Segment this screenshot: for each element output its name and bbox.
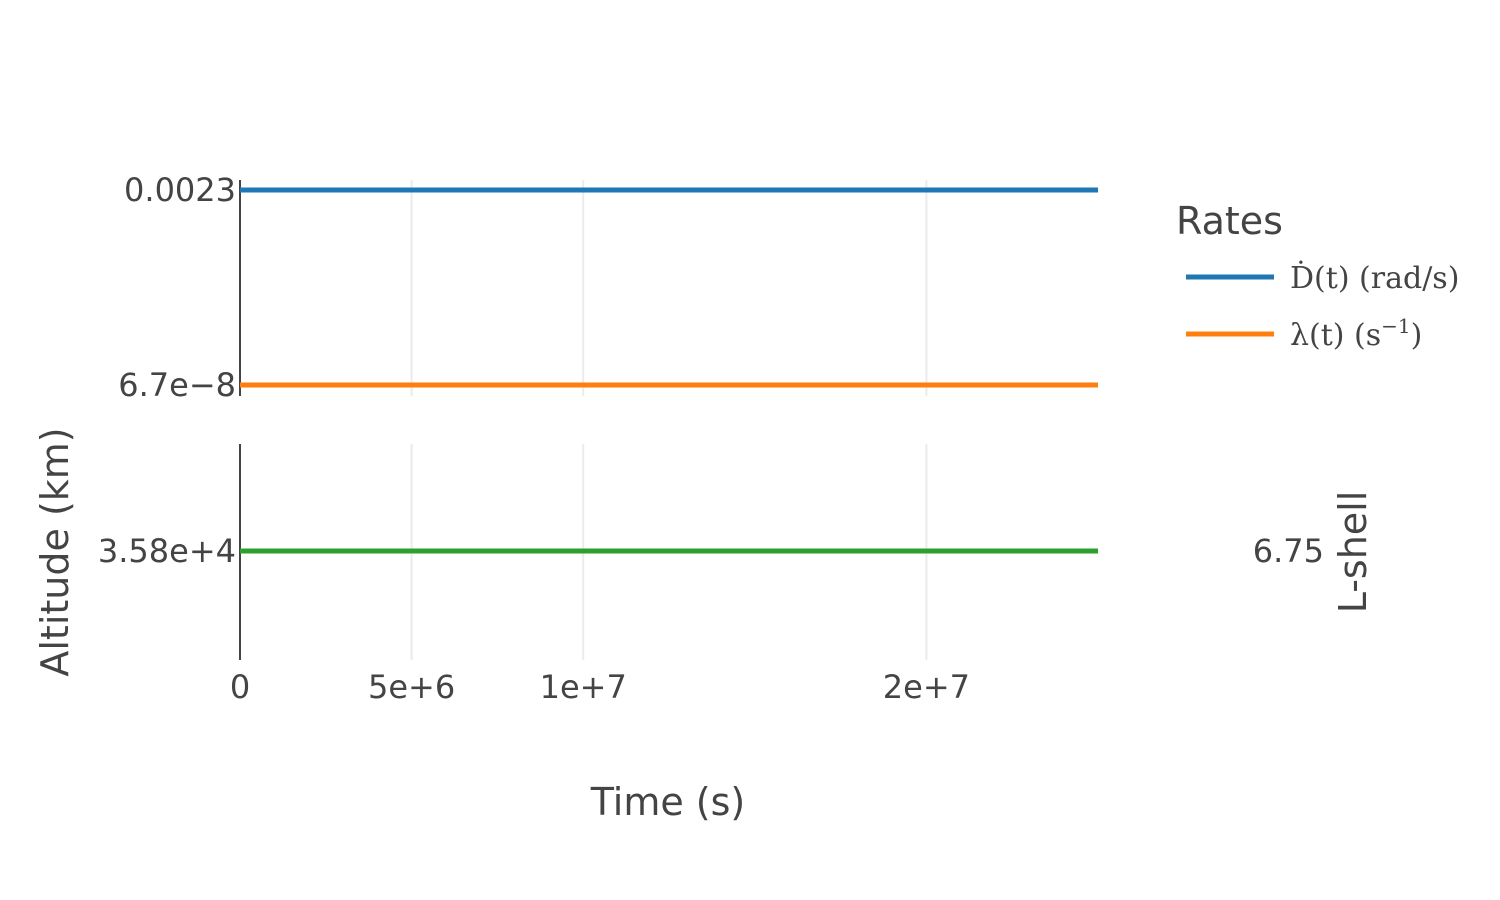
x-tick-label-3: 2e+7 [883, 668, 970, 706]
legend-label-0: Ḋ(t) (rad/s) [1290, 260, 1459, 296]
y-tick-label-rates-0: 0.0023 [124, 171, 236, 209]
y-tick-label-altitude-0: 3.58e+4 [98, 532, 236, 570]
grid-lines [410, 180, 928, 660]
x-tick-label-2: 1e+7 [540, 668, 627, 706]
x-tick-label-0: 0 [230, 668, 250, 706]
legend: Rates Ḋ(t) (rad/s) λ(t) (s−1) [1176, 199, 1459, 353]
tick-labels: 0.0023 6.7e−8 3.58e+4 6.75 0 5e+6 1e+7 2e+7 [98, 171, 1324, 706]
series-lines [240, 187, 1098, 554]
legend-label-1: λ(t) (s−1) [1290, 314, 1422, 353]
y-tick-label-lshell-0: 6.75 [1253, 532, 1324, 570]
y-axis-title-lshell: L-shell [1331, 491, 1375, 614]
x-axis-title: Time (s) [590, 780, 746, 824]
legend-title: Rates [1176, 199, 1283, 243]
x-tick-label-1: 5e+6 [368, 668, 455, 706]
y-axis-title-altitude: Altitude (km) [33, 427, 77, 676]
y-tick-label-rates-1: 6.7e−8 [118, 366, 236, 404]
